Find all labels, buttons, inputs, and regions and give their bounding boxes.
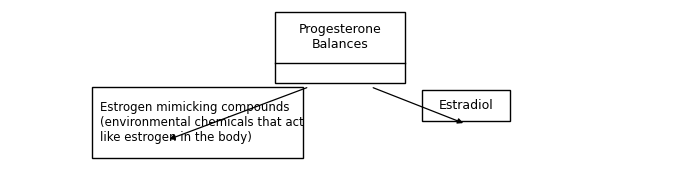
Bar xyxy=(275,12,405,83)
Bar xyxy=(422,90,510,121)
Bar xyxy=(92,87,303,158)
Text: Progesterone
Balances: Progesterone Balances xyxy=(299,23,381,51)
Text: Estrogen mimicking compounds
(environmental chemicals that act
like estrogen in : Estrogen mimicking compounds (environmen… xyxy=(100,101,304,144)
Text: Estradiol: Estradiol xyxy=(439,99,493,112)
